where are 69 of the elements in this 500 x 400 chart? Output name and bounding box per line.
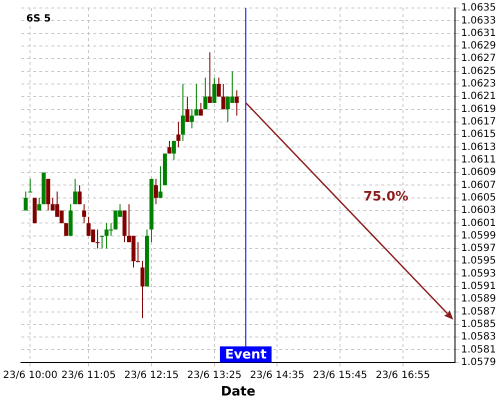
candlestick <box>158 166 162 198</box>
candlestick <box>216 77 221 98</box>
y-tick-label: 1.0601 <box>461 218 496 229</box>
y-tick-label: 1.0595 <box>461 256 496 267</box>
y-tick-label: 1.0609 <box>461 167 496 178</box>
x-tick-label: 23/6 12:15 <box>124 370 179 381</box>
text: 6S 5 <box>26 14 51 25</box>
y-tick-label: 1.0621 <box>461 91 496 102</box>
y-tick-label: 1.0591 <box>461 281 496 292</box>
y-tick-label: 1.0617 <box>461 116 496 128</box>
candlestick <box>234 90 239 116</box>
y-tick-label: 1.0597 <box>461 243 496 254</box>
candlestick <box>154 178 158 205</box>
candlestick <box>190 108 194 129</box>
y-tick-label: 1.0583 <box>461 332 496 343</box>
y-tick-label: 1.0633 <box>461 15 496 26</box>
ref-line-label: Event <box>224 347 267 362</box>
y-tick-label: 1.0589 <box>461 294 496 305</box>
candlestick <box>208 52 212 104</box>
candlestick <box>96 229 100 249</box>
y-tick-label: 1.0579 <box>461 356 496 368</box>
annotation: 75.0% <box>363 190 408 205</box>
y-tick-label: 1.0613 <box>461 142 496 153</box>
y-tick-label: 1.0629 <box>461 40 496 52</box>
candlestick <box>24 191 28 212</box>
candlestick <box>140 260 144 319</box>
y-tick-label: 1.0631 <box>461 28 496 39</box>
candlestick <box>221 83 226 110</box>
candlestick <box>114 210 118 230</box>
candlestick <box>73 178 78 205</box>
candlestick <box>100 235 104 249</box>
y-tick-label: 1.0599 <box>461 230 496 242</box>
candlestick <box>104 222 109 249</box>
y-tick-label: 1.0593 <box>461 268 496 280</box>
x-tick-label: 23/6 14:35 <box>250 370 304 381</box>
x-tick-label: 23/6 13:25 <box>187 370 242 381</box>
candlestick <box>28 178 32 193</box>
y-tick-label: 1.0581 <box>461 344 496 356</box>
candlestick <box>212 77 216 104</box>
x-tick-label: 23/6 16:55 <box>376 370 430 381</box>
candlestick <box>167 140 172 154</box>
candlestick <box>180 83 185 142</box>
y-tick-label: 1.0585 <box>461 319 496 330</box>
candlestick <box>64 222 68 236</box>
x-axis-title: Date <box>220 384 256 400</box>
candlestick <box>82 204 86 224</box>
candlestick <box>194 83 198 116</box>
candlestick <box>198 102 203 116</box>
candlestick <box>176 121 180 148</box>
y-tick-label: 1.0605 <box>461 192 496 204</box>
x-tick-label: 23/6 15:45 <box>312 370 368 381</box>
y-tick-label: 1.0625 <box>461 66 496 77</box>
candlestick <box>37 197 42 212</box>
y-tick-label: 1.0623 <box>461 78 496 90</box>
y-tick-label: 1.0587 <box>461 306 496 318</box>
y-tick-label: 1.0615 <box>461 129 496 140</box>
candlestick <box>136 242 140 262</box>
candlestick <box>185 96 190 122</box>
x-tick-label: 23/6 10:00 <box>3 370 58 381</box>
y-tick-label: 1.0611 <box>461 154 496 166</box>
y-tick-label: 1.0607 <box>461 180 496 191</box>
y-tick-label: 1.0603 <box>461 205 496 216</box>
y-tick-label: 1.0627 <box>461 53 496 64</box>
y-tick-label: 1.0635 <box>461 2 496 14</box>
candlestick <box>78 184 82 205</box>
candlestick <box>172 140 176 160</box>
candlestick <box>203 77 208 110</box>
x-tick-label: 23/6 11:05 <box>61 370 116 381</box>
y-tick-label: 1.0619 <box>461 104 496 115</box>
